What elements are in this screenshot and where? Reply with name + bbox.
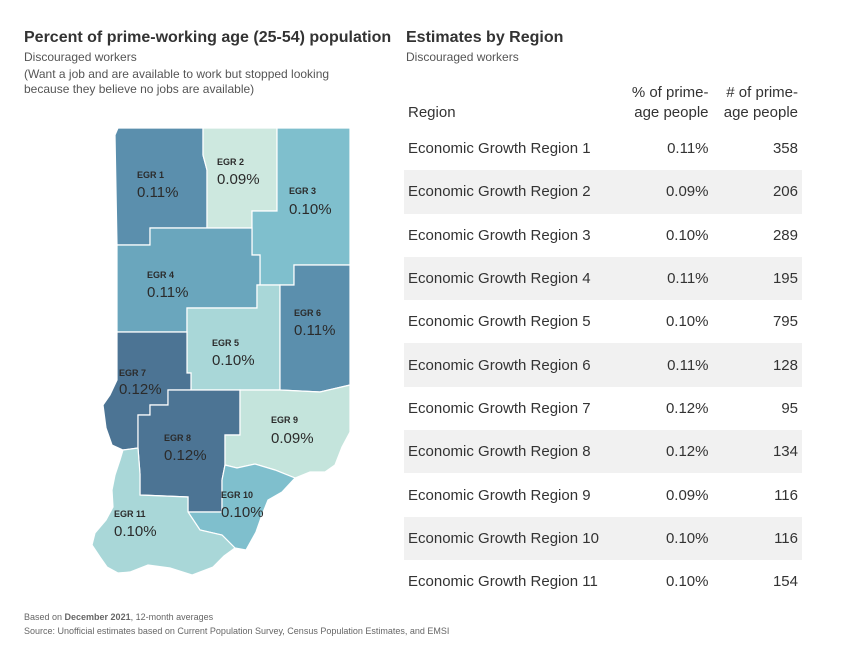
region-egr-6-value: 0.11% bbox=[294, 322, 335, 339]
region-egr-2-value: 0.09% bbox=[217, 171, 260, 188]
cell-count: 128 bbox=[712, 343, 802, 387]
header-pct[interactable]: % of prime-age people bbox=[631, 84, 709, 121]
table-row[interactable]: Economic Growth Region 1 0.11% 358 bbox=[404, 127, 802, 170]
cell-region: Economic Growth Region 3 bbox=[408, 226, 591, 244]
cell-pct: 0.10% bbox=[665, 313, 709, 331]
table-row[interactable]: Economic Growth Region 11 0.10% 154 bbox=[404, 560, 802, 603]
region-egr-11-code: EGR 11 bbox=[114, 509, 146, 519]
cell-count: 95 bbox=[781, 399, 798, 417]
region-egr-11-value: 0.10% bbox=[114, 523, 157, 540]
region-egr-4-code: EGR 4 bbox=[147, 270, 174, 280]
cell-region: Economic Growth Region 4 bbox=[404, 256, 621, 301]
cell-pct: 0.09% bbox=[665, 486, 709, 504]
table-row[interactable]: Economic Growth Region 4 0.11% 195 bbox=[404, 256, 802, 301]
table-subtitle: Discouraged workers bbox=[406, 50, 519, 64]
cell-region: Economic Growth Region 7 bbox=[408, 399, 591, 417]
cell-region: Economic Growth Region 9 bbox=[408, 486, 591, 504]
table-row[interactable]: Economic Growth Region 5 0.10% 795 bbox=[404, 300, 802, 343]
region-egr-8-code: EGR 8 bbox=[164, 433, 191, 443]
region-egr-5-value: 0.10% bbox=[212, 352, 255, 369]
cell-region: Economic Growth Region 10 bbox=[404, 516, 621, 560]
cell-count: 358 bbox=[772, 140, 798, 158]
region-egr-6-code: EGR 6 bbox=[294, 308, 321, 318]
region-egr-8-value: 0.12% bbox=[164, 447, 207, 464]
cell-pct: 0.11% bbox=[620, 343, 713, 387]
table-row[interactable]: Economic Growth Region 3 0.10% 289 bbox=[404, 214, 802, 257]
cell-pct: 0.12% bbox=[620, 430, 713, 474]
table-title: Estimates by Region bbox=[406, 29, 564, 46]
map-subtitle: Discouraged workers bbox=[24, 50, 137, 64]
footer-source: Source: Unofficial estimates based on Cu… bbox=[24, 626, 450, 636]
footer-based-on: Based on December 2021, 12-month average… bbox=[24, 612, 214, 622]
cell-pct: 0.11% bbox=[667, 140, 709, 158]
region-egr-9[interactable] bbox=[224, 384, 351, 479]
region-egr-7-code: EGR 7 bbox=[119, 368, 146, 378]
map-note: (Want a job and are available to work bu… bbox=[24, 67, 330, 96]
region-egr-2-code: EGR 2 bbox=[217, 157, 244, 167]
region-egr-3-value: 0.10% bbox=[289, 201, 332, 218]
region-egr-3-code: EGR 3 bbox=[289, 186, 316, 196]
cell-pct: 0.12% bbox=[665, 399, 709, 417]
cell-count: 795 bbox=[772, 313, 798, 331]
cell-region: Economic Growth Region 8 bbox=[404, 430, 621, 474]
region-egr-11[interactable] bbox=[91, 447, 236, 576]
cell-region: Economic Growth Region 2 bbox=[404, 170, 621, 214]
cell-count: 289 bbox=[772, 226, 798, 244]
estimates-table: Region % of prime-age people # of prime-… bbox=[404, 83, 802, 603]
cell-count: 206 bbox=[712, 170, 802, 214]
table-row[interactable]: Economic Growth Region 8 0.12% 134 bbox=[404, 430, 802, 474]
cell-pct: 0.10% bbox=[620, 516, 713, 560]
table-row[interactable]: Economic Growth Region 7 0.12% 95 bbox=[404, 387, 802, 430]
cell-pct: 0.10% bbox=[665, 226, 709, 244]
region-egr-10-code: EGR 10 bbox=[221, 490, 253, 500]
table-row[interactable]: Economic Growth Region 10 0.10% 116 bbox=[404, 516, 802, 560]
cell-pct: 0.10% bbox=[665, 573, 709, 591]
indiana-region-map: EGR 1 0.11% EGR 2 0.09% EGR 3 0.10% EGR … bbox=[91, 127, 351, 576]
region-egr-10[interactable] bbox=[186, 463, 297, 551]
cell-count: 116 bbox=[774, 486, 798, 504]
region-egr-9-code: EGR 9 bbox=[271, 415, 298, 425]
cell-pct: 0.09% bbox=[620, 170, 713, 214]
region-egr-10-value: 0.10% bbox=[221, 504, 264, 521]
region-egr-1-code: EGR 1 bbox=[137, 170, 164, 180]
header-count[interactable]: # of prime-age people bbox=[723, 84, 798, 121]
table-header-row: Region % of prime-age people # of prime-… bbox=[404, 83, 802, 127]
table-row[interactable]: Economic Growth Region 6 0.11% 128 bbox=[404, 343, 802, 387]
region-egr-4-value: 0.11% bbox=[147, 284, 188, 301]
table-row[interactable]: Economic Growth Region 2 0.09% 206 bbox=[404, 170, 802, 214]
map-title: Percent of prime-working age (25-54) pop… bbox=[24, 29, 392, 46]
table-row[interactable]: Economic Growth Region 9 0.09% 116 bbox=[404, 473, 802, 516]
cell-pct: 0.11% bbox=[620, 256, 713, 301]
cell-count: 134 bbox=[712, 430, 802, 474]
region-egr-1-value: 0.11% bbox=[137, 184, 178, 201]
region-egr-9-value: 0.09% bbox=[271, 430, 314, 447]
cell-count: 154 bbox=[772, 573, 798, 591]
cell-region: Economic Growth Region 6 bbox=[404, 343, 621, 387]
cell-count: 195 bbox=[712, 256, 802, 301]
cell-count: 116 bbox=[712, 516, 802, 560]
region-egr-7-value: 0.12% bbox=[119, 381, 162, 398]
region-egr-5-code: EGR 5 bbox=[212, 338, 239, 348]
cell-region: Economic Growth Region 11 bbox=[408, 573, 598, 591]
cell-region: Economic Growth Region 1 bbox=[408, 140, 591, 158]
cell-region: Economic Growth Region 5 bbox=[408, 313, 591, 331]
header-region[interactable]: Region bbox=[408, 104, 456, 121]
